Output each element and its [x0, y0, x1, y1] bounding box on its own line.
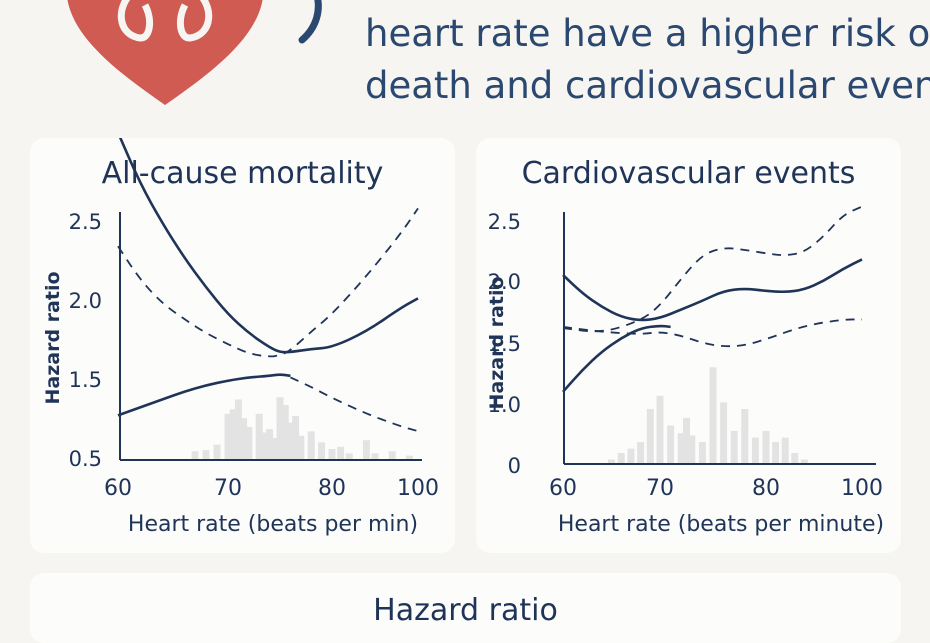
histogram-bar [266, 429, 274, 460]
confidence-band-line-1 [117, 207, 419, 358]
y-tick-label: 2.5 [69, 210, 102, 234]
histogram-bar [698, 442, 706, 464]
histogram-bar [730, 431, 738, 464]
x-tick-label: 80 [752, 476, 780, 501]
x-tick-label: 70 [646, 476, 674, 501]
histogram-bar [362, 440, 370, 460]
histogram-bar [656, 395, 664, 464]
hazard-ratio-line-3 [117, 373, 291, 417]
histogram-bar [292, 416, 300, 460]
histogram-bar [762, 431, 770, 464]
histogram-bar [791, 453, 799, 464]
histogram-bar [617, 453, 625, 464]
histogram-bar [388, 451, 396, 460]
cardiovascular-events-panel: Cardiovascular events 0 1.0 1.5 2.0 2.5 60 70 8… [476, 138, 901, 553]
histogram-bar [281, 405, 289, 460]
all-cause-mortality-chart: 0.5 1.5 2.0 2.5 60 70 80 100 Heart rate (beats p… [42, 138, 439, 537]
histogram-bar [234, 399, 242, 460]
histogram-bar [688, 435, 696, 464]
histogram-bar [337, 446, 345, 460]
histogram-bar [646, 409, 654, 464]
histogram-bar [224, 413, 232, 460]
x-tick-label: 100 [397, 476, 439, 501]
y-tick-label: 2.0 [488, 270, 521, 294]
x-axis-label: Heart rate (beats per min) [128, 512, 418, 537]
hazard-ratio-panel: Hazard ratio [30, 573, 901, 643]
histogram-bar [608, 459, 615, 464]
histogram-bar [405, 455, 413, 460]
histogram-bar [781, 437, 789, 464]
histogram-bar [637, 442, 645, 464]
histogram-bar [260, 432, 268, 460]
x-tick-label: 100 [841, 476, 883, 501]
y-tick-label: 0.5 [69, 447, 102, 471]
histogram-bar [245, 427, 253, 460]
histogram-bar [307, 431, 315, 460]
confidence-band-line-2 [562, 318, 862, 348]
all-cause-mortality-panel: All-cause mortality 0.5 1.5 2.0 2.5 60 70 80 10… [30, 138, 455, 553]
histogram-bar [286, 422, 294, 460]
histogram-bar [328, 449, 336, 460]
histogram-bar [677, 433, 685, 464]
x-tick-label: 60 [549, 476, 577, 501]
y-tick-label: 2.0 [69, 289, 102, 313]
histogram-bar [240, 418, 248, 460]
histogram-bar [271, 438, 279, 460]
cardiovascular-events-chart: 0 1.0 1.5 2.0 2.5 60 70 80 100 Heart rate (beats … [486, 205, 884, 537]
histogram-bar [709, 367, 717, 464]
signal-wave-icon [280, 0, 340, 55]
hazard-ratio-line-3 [562, 324, 671, 393]
heart-with-kidneys-icon [55, 0, 275, 115]
headline: heart rate have a higher risk of death a… [365, 8, 930, 112]
histogram-bar [720, 402, 728, 464]
y-axis-label: Hazard ratio [42, 271, 64, 404]
hazard-ratio-line-0 [562, 258, 863, 322]
y-tick-label: 0 [508, 454, 521, 478]
y-tick-label: 2.5 [488, 210, 521, 234]
histogram-bar [213, 444, 221, 460]
histogram-bar [683, 417, 690, 464]
x-tick-label: 60 [104, 476, 132, 501]
headline-line-2: death and cardiovascular events [365, 64, 930, 107]
x-axis-label: Heart rate (beats per minute) [558, 512, 884, 537]
confidence-band-line-2 [290, 376, 419, 433]
histogram-bar [345, 453, 353, 460]
chart-title: All-cause mortality [101, 156, 384, 191]
panel-title: Hazard ratio [373, 593, 558, 628]
histogram-bar [255, 413, 263, 460]
chart-title: Cardiovascular events [521, 156, 856, 191]
histogram-bar [800, 459, 808, 464]
histogram-bar [229, 409, 237, 460]
histogram-bar [318, 442, 326, 460]
histogram-bar [667, 425, 675, 464]
y-tick-label: 1.0 [488, 393, 521, 417]
histogram-bar [741, 409, 749, 464]
y-tick-label: 1.5 [488, 332, 521, 356]
confidence-band-line-1 [562, 205, 863, 333]
y-axis-label: Hazard ratio [486, 276, 508, 409]
x-tick-label: 80 [318, 476, 346, 501]
histogram-bar [371, 453, 379, 460]
histogram-bar [772, 442, 780, 464]
histogram-bar [202, 450, 210, 460]
histogram-bar [297, 435, 305, 460]
hazard-ratio-line-0 [118, 138, 419, 354]
histogram-bar [276, 397, 284, 460]
histogram-bar [627, 448, 635, 464]
histogram-bar [751, 437, 759, 464]
headline-line-1: heart rate have a higher risk of [365, 12, 930, 55]
y-tick-label: 1.5 [69, 368, 102, 392]
histogram-bar [191, 451, 199, 460]
x-tick-label: 70 [214, 476, 242, 501]
